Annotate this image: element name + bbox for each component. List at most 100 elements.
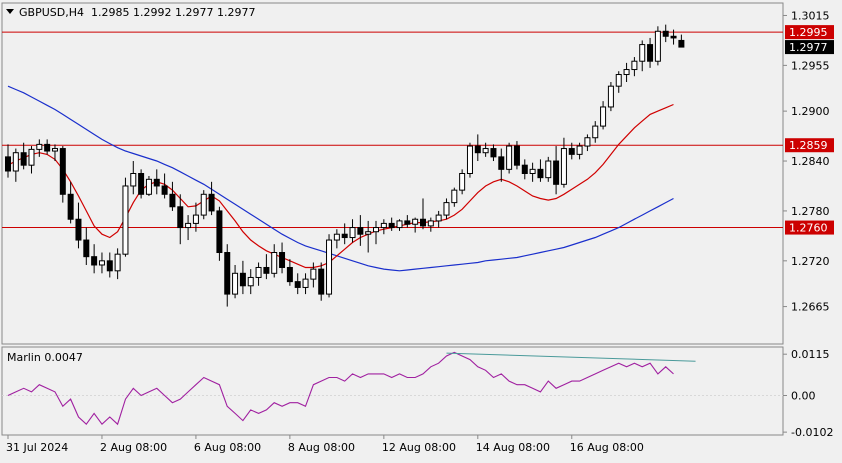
candle-bull bbox=[427, 220, 434, 227]
candle-bear bbox=[106, 260, 113, 272]
osc-y-tick-label: -0.0102 bbox=[791, 426, 833, 439]
candle-bear bbox=[177, 206, 184, 229]
candle-bull bbox=[28, 148, 35, 166]
candle-bear bbox=[513, 145, 520, 166]
candle-bull bbox=[451, 189, 458, 204]
candle-bull bbox=[333, 233, 340, 241]
candle-bear bbox=[286, 266, 293, 283]
candle-bull bbox=[349, 227, 356, 239]
y-tick-label: 1.2780 bbox=[791, 205, 830, 218]
candle-bull bbox=[560, 148, 567, 185]
candle-bear bbox=[553, 160, 560, 185]
candle-bull bbox=[639, 44, 646, 62]
oscillator bbox=[2, 351, 783, 426]
candle-bear bbox=[169, 193, 176, 208]
candle-bull bbox=[130, 173, 137, 187]
candle-bull bbox=[12, 152, 19, 172]
y-tick-label: 1.3015 bbox=[791, 9, 830, 22]
candle-bear bbox=[263, 266, 270, 274]
y-tick-label: 1.2900 bbox=[791, 105, 830, 118]
candle-bull bbox=[584, 137, 591, 147]
candle-bear bbox=[5, 156, 11, 172]
chart-header: GBPUSD,H4 1.2985 1.2992 1.2977 1.2977 bbox=[6, 6, 255, 19]
candle-bear bbox=[341, 233, 348, 239]
x-axis: 31 Jul 2024 2 Aug 08:00 6 Aug 08:00 8 Aug 0… bbox=[6, 435, 644, 454]
indicator-label: Marlin 0.0047 bbox=[7, 351, 83, 364]
candle-bear bbox=[670, 35, 677, 39]
candle-bear bbox=[208, 193, 215, 212]
y-tick-label: 1.2955 bbox=[791, 59, 830, 72]
candle-bear bbox=[388, 222, 395, 229]
candle-bull bbox=[310, 268, 317, 280]
indicator-pane bbox=[1, 346, 784, 436]
candle-bear bbox=[294, 281, 301, 288]
candle-bear bbox=[537, 168, 544, 179]
candle-bear bbox=[647, 44, 654, 62]
moving-averages bbox=[7, 85, 674, 272]
candle-bull bbox=[529, 168, 536, 174]
candle-bull bbox=[122, 185, 129, 255]
x-tick-label: 12 Aug 08:00 bbox=[382, 441, 456, 454]
level-tag bbox=[785, 138, 834, 153]
candle-bull bbox=[36, 143, 43, 150]
y-axis: 1.3015 1.2955 1.2900 1.2840 1.2780 1.2720 1.26… bbox=[783, 9, 833, 439]
candle-bear bbox=[662, 30, 669, 37]
price-pane bbox=[1, 2, 784, 345]
divergence-line bbox=[446, 352, 696, 362]
candle-bull bbox=[114, 253, 121, 272]
candle-bull bbox=[654, 30, 661, 62]
x-tick-label: 6 Aug 08:00 bbox=[194, 441, 261, 454]
x-tick-label: 8 Aug 08:00 bbox=[288, 441, 355, 454]
candle-bull bbox=[247, 276, 254, 287]
x-tick-label: 16 Aug 08:00 bbox=[570, 441, 644, 454]
symbol-label: GBPUSD,H4 bbox=[19, 6, 84, 19]
candle-bear bbox=[239, 272, 246, 287]
y-tick-label: 1.2840 bbox=[791, 155, 830, 168]
slow-ma-line bbox=[7, 85, 674, 272]
level-tag-label: 1.2859 bbox=[789, 139, 828, 152]
osc-y-tick-label: 0.0115 bbox=[791, 348, 830, 361]
candle-bull bbox=[506, 145, 513, 170]
candle-bear bbox=[44, 143, 51, 152]
candle-bear bbox=[91, 256, 98, 266]
candle-bear bbox=[568, 148, 575, 155]
candle-bear bbox=[75, 218, 82, 241]
candle-bear bbox=[224, 252, 231, 295]
level-tag bbox=[785, 25, 834, 40]
candle-bull bbox=[545, 160, 552, 179]
candle-bear bbox=[279, 252, 286, 268]
candle-bear bbox=[83, 239, 90, 258]
ohlc-label: 1.2985 1.2992 1.2977 1.2977 bbox=[91, 6, 255, 19]
candle-bear bbox=[161, 185, 168, 195]
candle-bear bbox=[67, 193, 74, 220]
price-tags: 1.2995 1.2859 1.2760 1.2977 bbox=[785, 25, 834, 235]
candle-bear bbox=[357, 227, 364, 235]
osc-y-tick-label: 0.00 bbox=[791, 389, 816, 402]
candle-bull bbox=[600, 106, 607, 127]
candle-bear bbox=[498, 156, 505, 170]
candles bbox=[5, 24, 685, 307]
fast-ma-line bbox=[7, 103, 674, 269]
candle-bull bbox=[365, 231, 372, 235]
candle-bear bbox=[521, 164, 528, 174]
candle-bull bbox=[145, 178, 152, 195]
candle-bear bbox=[678, 39, 685, 48]
y-tick-label: 1.2665 bbox=[791, 301, 830, 314]
candle-bear bbox=[419, 218, 426, 227]
candle-bull bbox=[302, 278, 309, 288]
candle-bull bbox=[192, 214, 199, 224]
candle-bull bbox=[326, 239, 333, 295]
candle-bear bbox=[216, 210, 223, 254]
candle-bull bbox=[466, 145, 473, 175]
x-tick-label: 31 Jul 2024 bbox=[6, 441, 68, 454]
candle-bull bbox=[98, 260, 105, 266]
candle-bear bbox=[138, 173, 145, 195]
candle-bear bbox=[59, 148, 66, 195]
candle-bull bbox=[623, 69, 630, 76]
candle-bull bbox=[435, 214, 442, 222]
dropdown-triangle-icon[interactable] bbox=[6, 9, 14, 14]
candle-bear bbox=[474, 145, 481, 154]
candle-bull bbox=[592, 125, 599, 139]
